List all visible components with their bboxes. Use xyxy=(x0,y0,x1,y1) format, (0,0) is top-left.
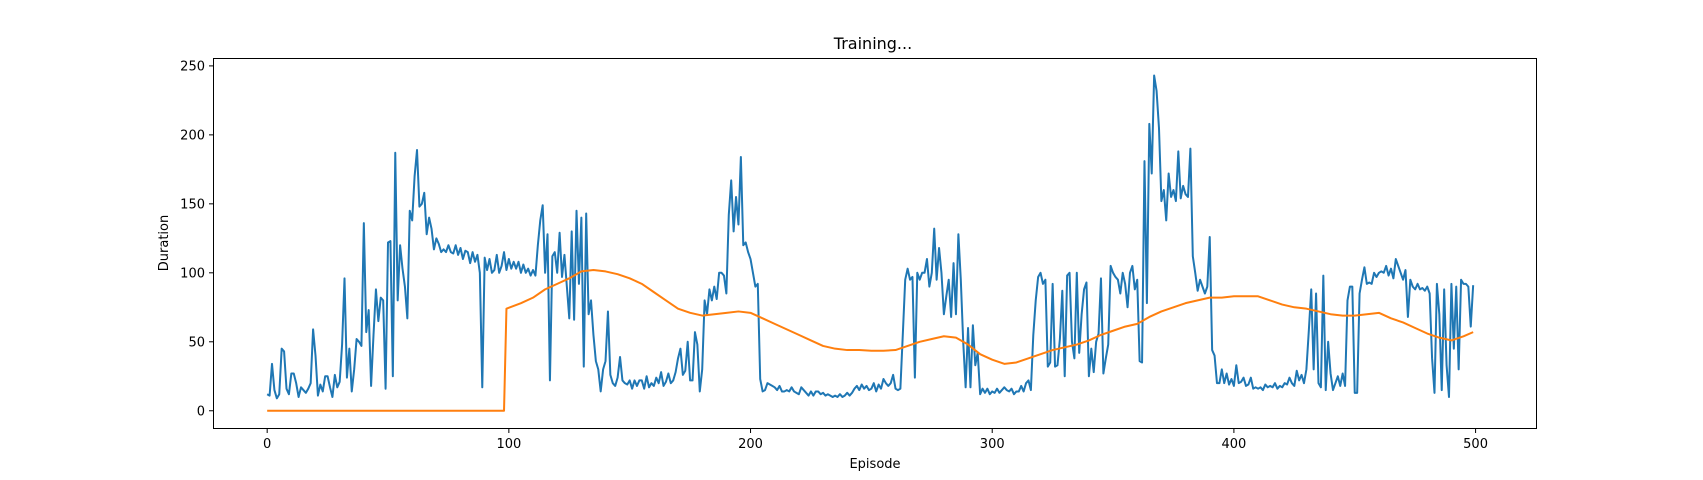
y-axis-label: Duration xyxy=(157,215,172,271)
y-tick-label: 100 xyxy=(180,266,205,281)
x-axis-label: Episode xyxy=(849,457,900,472)
x-tick-label: 100 xyxy=(496,437,521,452)
axis-ticks: 0 100 200 300 400 500 0 50 100 150 200 250 xyxy=(180,59,1488,452)
x-tick-label: 300 xyxy=(980,437,1005,452)
y-tick-label: 150 xyxy=(180,197,205,212)
series-1-line xyxy=(266,74,1475,400)
x-tick-label: 500 xyxy=(1463,437,1488,452)
y-tick-label: 50 xyxy=(188,335,205,350)
series-2-line xyxy=(267,269,1474,412)
y-tick-label: 250 xyxy=(180,59,205,74)
chart-title: Training... xyxy=(833,34,912,53)
y-tick-label: 200 xyxy=(180,128,205,143)
x-tick-label: 200 xyxy=(738,437,763,452)
plot-area xyxy=(266,74,1475,412)
x-tick-label: 0 xyxy=(263,437,271,452)
axes-frame xyxy=(213,58,1537,429)
x-tick-label: 400 xyxy=(1221,437,1246,452)
y-tick-label: 0 xyxy=(197,404,205,419)
